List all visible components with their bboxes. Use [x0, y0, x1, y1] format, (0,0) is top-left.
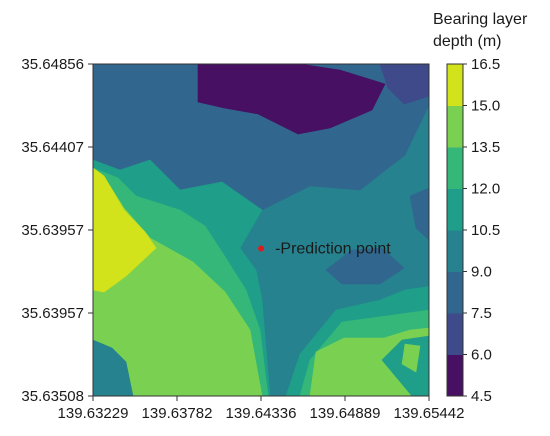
colorbar-band — [447, 188, 463, 231]
x-tick-label: 139.64889 — [310, 405, 381, 422]
colorbar-band — [447, 354, 463, 397]
contour-region-east-low — [409, 187, 429, 241]
x-tick-label: 139.63229 — [58, 405, 129, 422]
contour-region-north-low — [197, 64, 386, 135]
colorbar-band — [447, 147, 463, 189]
colorbar-band — [447, 105, 463, 148]
colorbar-band — [447, 64, 463, 106]
contour-region-ne-corner-low — [379, 64, 429, 105]
x-tick-label: 139.63782 — [142, 405, 213, 422]
prediction-point-marker — [258, 245, 265, 252]
colorbar-title-line1: Bearing layer — [433, 11, 528, 28]
colorbar-title-line2: depth (m) — [433, 33, 501, 50]
y-tick-label: 35.64856 — [21, 56, 84, 73]
y-tick-label: 35.63957 — [21, 305, 84, 322]
contour-region-west-peak — [93, 167, 157, 293]
y-tick-label: 35.63508 — [21, 388, 84, 405]
colorbar-tick-label: 12.0 — [471, 181, 500, 198]
colorbar-tick-label: 15.0 — [471, 98, 500, 115]
colorbar-band — [447, 271, 463, 314]
colorbar-tick-label: 4.5 — [471, 388, 492, 405]
contour-region-southwest-corner — [93, 339, 134, 396]
plot-area — [93, 64, 429, 396]
y-tick-label: 35.63957 — [21, 222, 84, 239]
colorbar-band — [447, 230, 463, 272]
colorbar-tick-label: 7.5 — [471, 305, 492, 322]
prediction-point-label: -Prediction point — [275, 240, 391, 257]
x-tick-label: 139.64336 — [226, 405, 297, 422]
x-axis: 139.63229 139.63782 139.64336 139.64889 139.… — [58, 396, 465, 422]
x-tick-label: 139.65442 — [394, 405, 465, 422]
contour-region-center-low-b — [325, 247, 405, 285]
y-tick-label: 35.64407 — [21, 139, 84, 156]
colorbar-band — [447, 313, 463, 355]
prediction-annotation: -Prediction point — [258, 240, 391, 257]
colorbar-tick-label: 9.0 — [471, 264, 492, 281]
colorbar-tick-label: 10.5 — [471, 222, 500, 239]
colorbar-tick-label: 16.5 — [471, 56, 500, 73]
colorbar-tick-label: 13.5 — [471, 139, 500, 156]
colorbar: 16.5 15.0 13.5 12.0 10.5 9.0 7.5 6.0 4.5 Bearing … — [433, 11, 528, 405]
colorbar-tick-label: 6.0 — [471, 347, 492, 364]
contour-region-southeast-high — [401, 343, 421, 373]
y-axis: 35.64856 35.64407 35.63957 35.63957 35.63508 — [21, 56, 93, 405]
